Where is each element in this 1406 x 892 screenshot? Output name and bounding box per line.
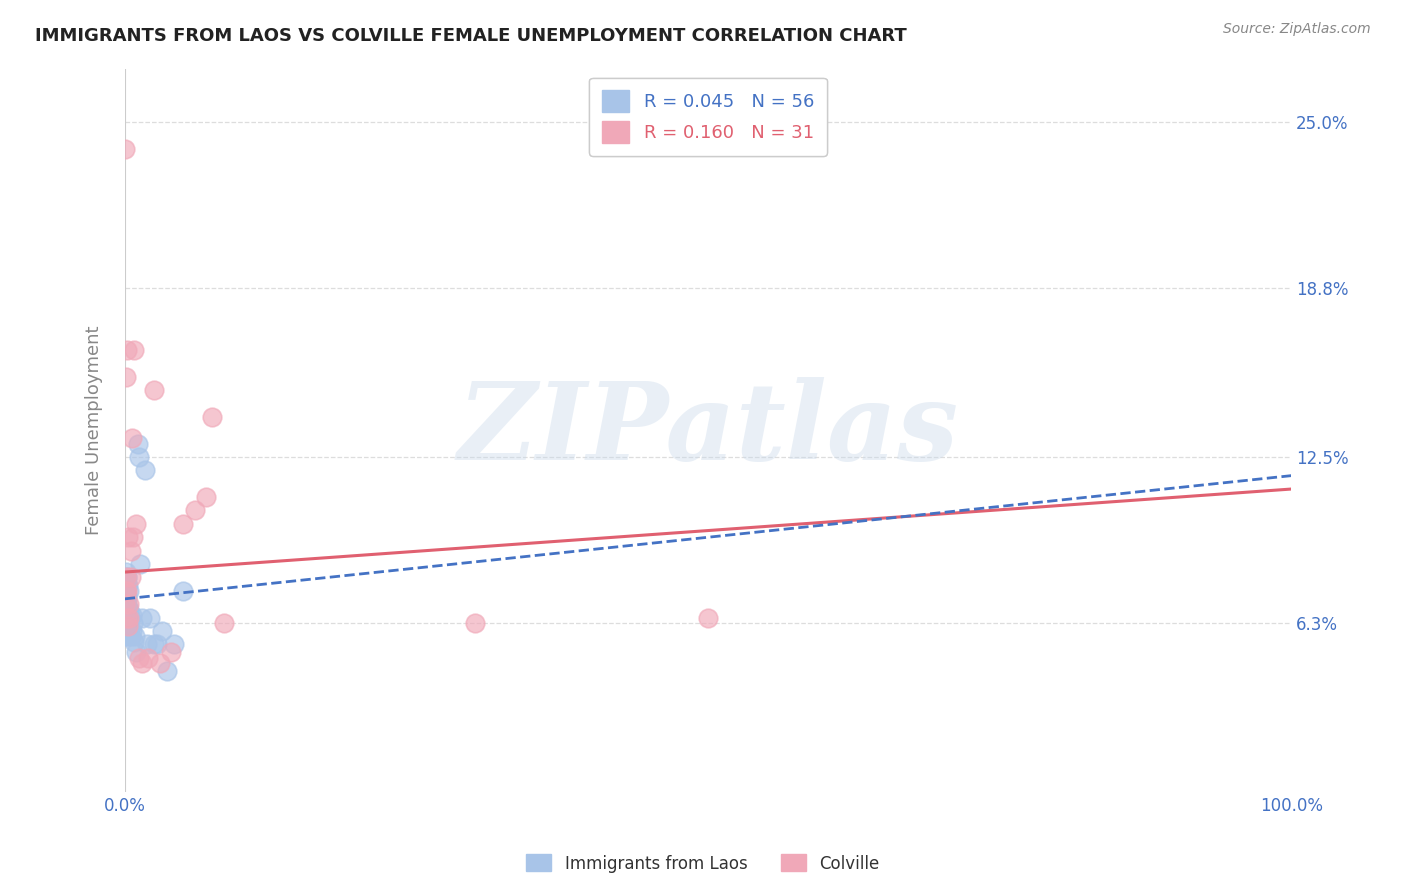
- Point: [172, 583, 194, 598]
- Point: [115, 589, 138, 603]
- Point: [115, 583, 138, 598]
- Point: [115, 343, 138, 357]
- Point: [184, 503, 207, 517]
- Point: [125, 516, 148, 531]
- Point: [697, 610, 720, 624]
- Point: [114, 597, 136, 611]
- Point: [129, 557, 152, 571]
- Point: [114, 573, 136, 587]
- Point: [122, 343, 145, 357]
- Point: [117, 578, 139, 592]
- Point: [115, 607, 138, 622]
- Point: [149, 656, 172, 670]
- Point: [114, 591, 136, 606]
- Point: [115, 602, 138, 616]
- Point: [115, 369, 138, 384]
- Point: [143, 637, 166, 651]
- Point: [134, 463, 156, 477]
- Point: [115, 565, 138, 579]
- Point: [115, 578, 138, 592]
- Point: [114, 602, 136, 616]
- Point: [136, 650, 159, 665]
- Point: [201, 409, 224, 424]
- Point: [118, 610, 141, 624]
- Point: [139, 610, 162, 624]
- Point: [115, 621, 138, 635]
- Point: [117, 618, 139, 632]
- Point: [131, 610, 153, 624]
- Point: [120, 610, 142, 624]
- Point: [124, 629, 146, 643]
- Point: [128, 650, 150, 665]
- Point: [172, 516, 194, 531]
- Point: [128, 450, 150, 464]
- Point: [115, 570, 138, 584]
- Point: [131, 656, 153, 670]
- Legend: Immigrants from Laos, Colville: Immigrants from Laos, Colville: [520, 847, 886, 880]
- Point: [156, 664, 179, 678]
- Point: [115, 624, 138, 638]
- Point: [122, 530, 145, 544]
- Text: ZIPatlas: ZIPatlas: [457, 377, 959, 483]
- Point: [114, 597, 136, 611]
- Point: [115, 594, 138, 608]
- Point: [114, 610, 136, 624]
- Point: [117, 618, 139, 632]
- Point: [118, 602, 141, 616]
- Point: [118, 624, 141, 638]
- Point: [121, 624, 143, 638]
- Point: [114, 583, 136, 598]
- Point: [115, 615, 138, 630]
- Point: [115, 629, 138, 643]
- Point: [117, 530, 139, 544]
- Point: [117, 599, 139, 614]
- Point: [114, 583, 136, 598]
- Point: [115, 591, 138, 606]
- Point: [122, 615, 145, 630]
- Point: [114, 610, 136, 624]
- Legend: R = 0.045   N = 56, R = 0.160   N = 31: R = 0.045 N = 56, R = 0.160 N = 31: [589, 78, 827, 156]
- Point: [117, 629, 139, 643]
- Point: [118, 597, 141, 611]
- Point: [115, 570, 138, 584]
- Point: [121, 431, 143, 445]
- Point: [120, 543, 142, 558]
- Text: IMMIGRANTS FROM LAOS VS COLVILLE FEMALE UNEMPLOYMENT CORRELATION CHART: IMMIGRANTS FROM LAOS VS COLVILLE FEMALE …: [35, 27, 907, 45]
- Point: [120, 570, 142, 584]
- Point: [117, 570, 139, 584]
- Y-axis label: Female Unemployment: Female Unemployment: [86, 326, 103, 535]
- Point: [136, 637, 159, 651]
- Point: [212, 615, 235, 630]
- Point: [150, 624, 173, 638]
- Point: [127, 436, 149, 450]
- Point: [115, 610, 138, 624]
- Point: [114, 575, 136, 590]
- Point: [120, 629, 142, 643]
- Point: [115, 624, 138, 638]
- Point: [163, 637, 186, 651]
- Point: [115, 613, 138, 627]
- Point: [122, 634, 145, 648]
- Point: [115, 583, 138, 598]
- Point: [160, 645, 183, 659]
- Point: [125, 645, 148, 659]
- Point: [143, 383, 166, 397]
- Point: [118, 583, 141, 598]
- Point: [464, 615, 486, 630]
- Point: [146, 637, 169, 651]
- Point: [117, 602, 139, 616]
- Point: [114, 142, 136, 156]
- Point: [114, 586, 136, 600]
- Point: [121, 607, 143, 622]
- Point: [115, 597, 138, 611]
- Point: [115, 610, 138, 624]
- Point: [195, 490, 218, 504]
- Text: Source: ZipAtlas.com: Source: ZipAtlas.com: [1223, 22, 1371, 37]
